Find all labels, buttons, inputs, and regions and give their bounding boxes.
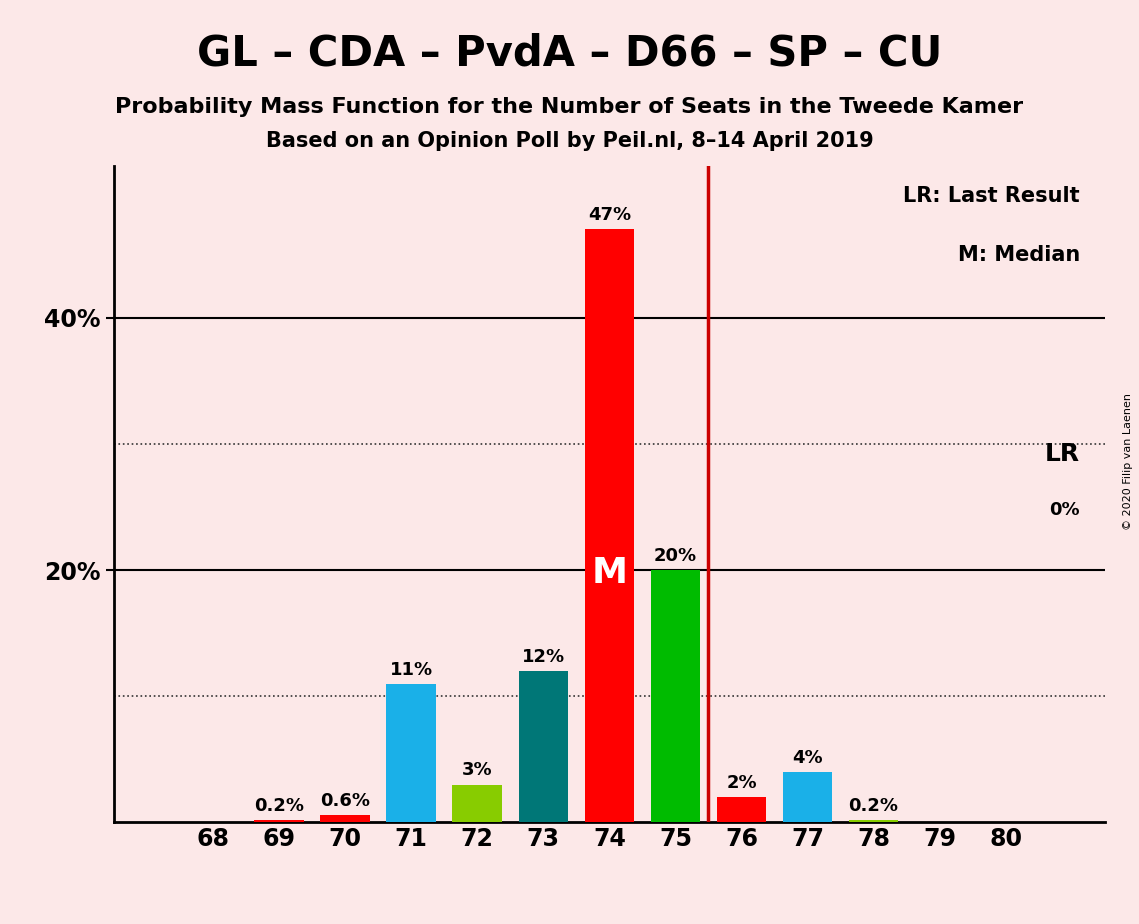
Text: LR: LR xyxy=(1044,442,1080,466)
Text: Based on an Opinion Poll by Peil.nl, 8–14 April 2019: Based on an Opinion Poll by Peil.nl, 8–1… xyxy=(265,131,874,152)
Text: © 2020 Filip van Laenen: © 2020 Filip van Laenen xyxy=(1123,394,1133,530)
Bar xyxy=(782,772,833,822)
Text: 0.6%: 0.6% xyxy=(320,792,370,809)
Text: M: Median: M: Median xyxy=(958,245,1080,265)
Text: 0.2%: 0.2% xyxy=(849,796,899,815)
Bar xyxy=(650,570,700,822)
Text: 3%: 3% xyxy=(462,761,492,780)
Text: LR: Last Result: LR: Last Result xyxy=(903,186,1080,206)
Bar xyxy=(320,815,370,822)
Bar xyxy=(254,820,304,822)
Bar xyxy=(716,797,767,822)
Bar xyxy=(584,229,634,822)
Bar xyxy=(386,684,436,822)
Text: 0.2%: 0.2% xyxy=(254,796,304,815)
Text: Probability Mass Function for the Number of Seats in the Tweede Kamer: Probability Mass Function for the Number… xyxy=(115,97,1024,117)
Text: 2%: 2% xyxy=(727,774,756,792)
Bar xyxy=(518,671,568,822)
Text: 4%: 4% xyxy=(793,748,822,767)
Text: 12%: 12% xyxy=(522,648,565,666)
Text: 11%: 11% xyxy=(390,661,433,678)
Text: 0%: 0% xyxy=(1049,501,1080,519)
Bar xyxy=(849,820,899,822)
Bar xyxy=(452,784,502,822)
Text: M: M xyxy=(591,556,628,590)
Text: 20%: 20% xyxy=(654,547,697,565)
Text: GL – CDA – PvdA – D66 – SP – CU: GL – CDA – PvdA – D66 – SP – CU xyxy=(197,32,942,74)
Text: 47%: 47% xyxy=(588,206,631,225)
